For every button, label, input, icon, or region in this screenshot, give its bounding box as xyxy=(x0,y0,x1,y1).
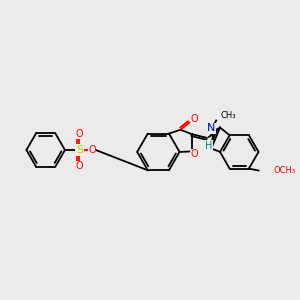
Text: O: O xyxy=(191,149,198,159)
Text: O: O xyxy=(76,161,83,171)
Text: O: O xyxy=(190,114,198,124)
Text: CH₃: CH₃ xyxy=(220,111,236,120)
Text: O: O xyxy=(88,145,96,155)
Text: N: N xyxy=(207,123,215,133)
Text: O: O xyxy=(76,129,83,139)
Text: OCH₃: OCH₃ xyxy=(274,166,296,175)
Text: H: H xyxy=(205,141,213,151)
Text: S: S xyxy=(76,145,83,155)
